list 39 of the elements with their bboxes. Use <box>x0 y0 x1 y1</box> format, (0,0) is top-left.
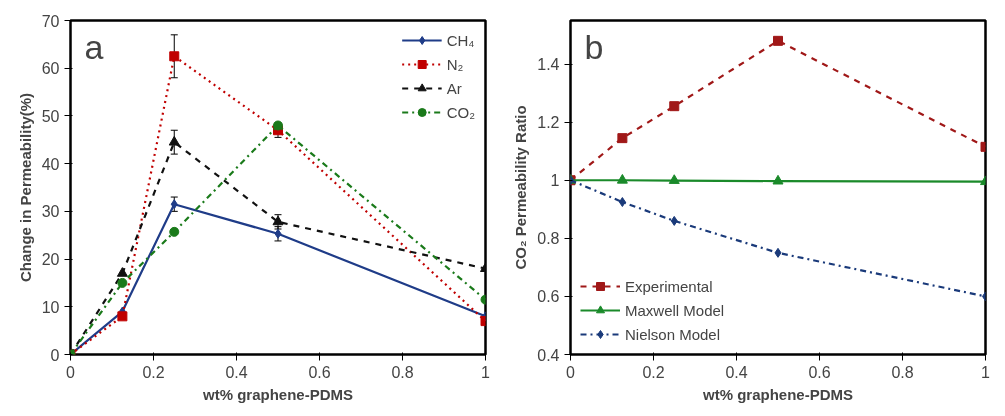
x-tick-label: 0.8 <box>391 363 414 381</box>
y-tick-label: 0.8 <box>537 230 560 248</box>
y-tick-label: 50 <box>41 107 60 125</box>
x-tick-label: 0.2 <box>642 363 665 381</box>
annotation: a <box>84 27 104 66</box>
legend-label: Ar <box>446 79 463 97</box>
x-tick-label: 0.4 <box>725 363 748 381</box>
y-tick-label: 40 <box>41 155 60 173</box>
y-tick-label: 60 <box>41 60 60 78</box>
x-tick-label: 0.6 <box>308 363 331 381</box>
annotation: b <box>584 27 604 66</box>
x-tick-label: 1 <box>981 363 991 381</box>
y-tick-label: 0.6 <box>537 288 560 306</box>
legend-label: CO₂ <box>446 103 475 121</box>
legend-label: Experimental <box>625 277 713 295</box>
y-tick-label: 1.4 <box>537 56 560 74</box>
x-tick-label: 0 <box>66 363 76 381</box>
x-axis-title: wt% graphene-PDMS <box>201 385 354 403</box>
y-axis-title: Change in Permeability(%) <box>16 92 34 283</box>
legend-label: Nielson Model <box>625 325 721 343</box>
y-tick-label: 20 <box>41 251 60 269</box>
x-axis-title: wt% graphene-PDMS <box>701 385 854 403</box>
y-tick-label: 1 <box>550 172 560 190</box>
y-tick-label: 30 <box>41 203 60 221</box>
y-tick-label: 70 <box>41 12 60 30</box>
legend-label: N₂ <box>446 55 465 73</box>
y-tick-label: 1.2 <box>537 114 560 132</box>
y-tick-label: 0.4 <box>537 346 560 364</box>
legend-label: Maxwell Model <box>625 301 725 319</box>
x-tick-label: 0.4 <box>225 363 248 381</box>
x-tick-label: 0.2 <box>142 363 165 381</box>
y-tick-label: 10 <box>41 298 60 316</box>
x-tick-label: 0.8 <box>891 363 914 381</box>
y-tick-label: 0 <box>50 346 60 364</box>
x-tick-label: 1 <box>481 363 491 381</box>
x-tick-label: 0.6 <box>808 363 831 381</box>
legend-label: CH₄ <box>446 31 475 49</box>
x-tick-label: 0 <box>566 363 576 381</box>
y-axis-title: CO₂ Permeability Ratio <box>512 105 530 270</box>
